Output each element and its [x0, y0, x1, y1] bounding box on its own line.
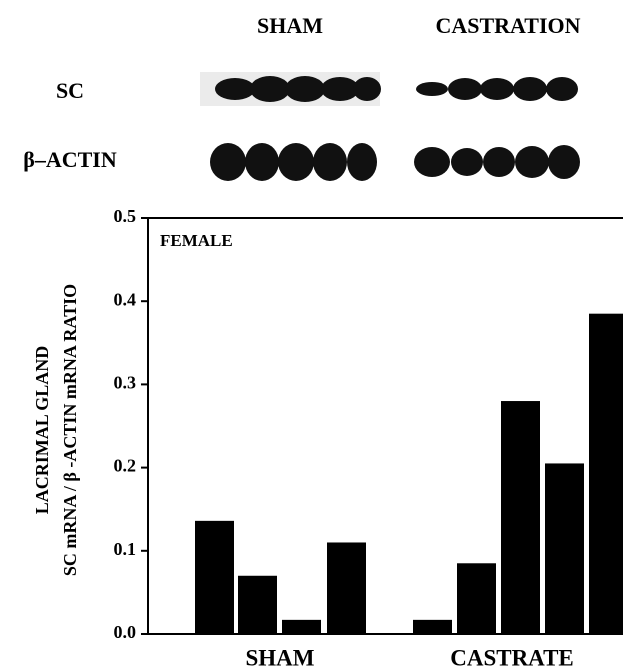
blot-row-label: β–ACTIN	[23, 147, 117, 172]
blot-image	[200, 72, 580, 181]
group-label: SHAM	[246, 645, 315, 670]
bar	[589, 314, 623, 634]
blot-column-label: CASTRATION	[435, 13, 580, 38]
bar	[413, 620, 452, 634]
annotation: FEMALE	[160, 231, 233, 250]
y-axis-label: LACRIMAL GLAND	[32, 346, 52, 515]
bar	[457, 563, 496, 634]
y-tick-label: 0.0	[114, 622, 137, 642]
bar	[282, 620, 321, 634]
blot-column-label: SHAM	[257, 13, 323, 38]
bar	[501, 401, 540, 634]
blot-row-label: SC	[56, 78, 84, 103]
page: {"blot": {"column_labels": ["SHAM", "CAS…	[0, 0, 623, 671]
group-label: CASTRATE	[450, 645, 574, 670]
y-tick-label: 0.1	[114, 539, 137, 559]
figure: SHAM CASTRATION SC β–ACTIN FEMALE LACRIM…	[0, 0, 623, 671]
bar	[238, 576, 277, 634]
bar	[545, 463, 584, 634]
y-tick-label: 0.5	[114, 206, 137, 226]
bar	[195, 521, 234, 634]
y-tick-label: 0.4	[114, 289, 137, 309]
bar	[327, 542, 366, 634]
y-tick-label: 0.3	[114, 373, 137, 393]
y-tick-label: 0.2	[114, 456, 137, 476]
y-axis-label: SC mRNA / β -ACTIN mRNA RATIO	[60, 284, 80, 576]
